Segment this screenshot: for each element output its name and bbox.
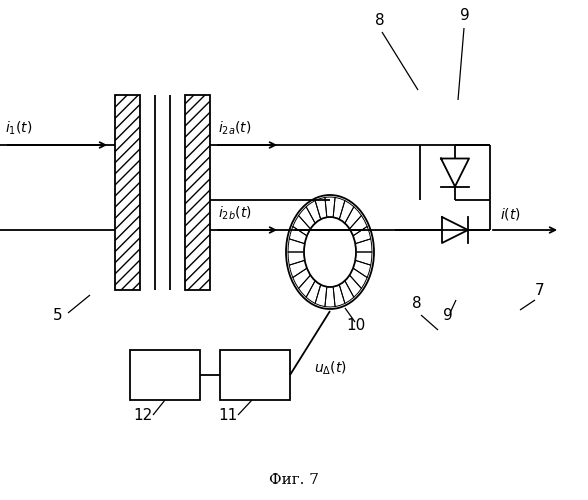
Text: Фиг. 7: Фиг. 7 <box>269 473 319 487</box>
Text: 8: 8 <box>412 296 422 311</box>
Ellipse shape <box>304 217 356 287</box>
Text: 10: 10 <box>346 318 366 333</box>
Text: 9: 9 <box>460 8 470 23</box>
Text: 5: 5 <box>53 308 63 323</box>
Text: 7: 7 <box>535 283 545 298</box>
Text: $i_{2b}(t)$: $i_{2b}(t)$ <box>218 204 252 222</box>
Bar <box>185 95 210 290</box>
Bar <box>220 350 290 400</box>
Text: $i_{2a}(t)$: $i_{2a}(t)$ <box>218 120 252 137</box>
Text: 12: 12 <box>133 408 153 423</box>
Text: 11: 11 <box>218 408 238 423</box>
Text: $i_1(t)$: $i_1(t)$ <box>5 120 32 137</box>
Text: $u_{\Delta}(t)$: $u_{\Delta}(t)$ <box>314 360 347 376</box>
Text: 9: 9 <box>443 308 453 323</box>
Bar <box>115 95 140 290</box>
Text: $i(t)$: $i(t)$ <box>500 206 521 222</box>
Text: 8: 8 <box>375 13 385 28</box>
Bar <box>130 350 200 400</box>
